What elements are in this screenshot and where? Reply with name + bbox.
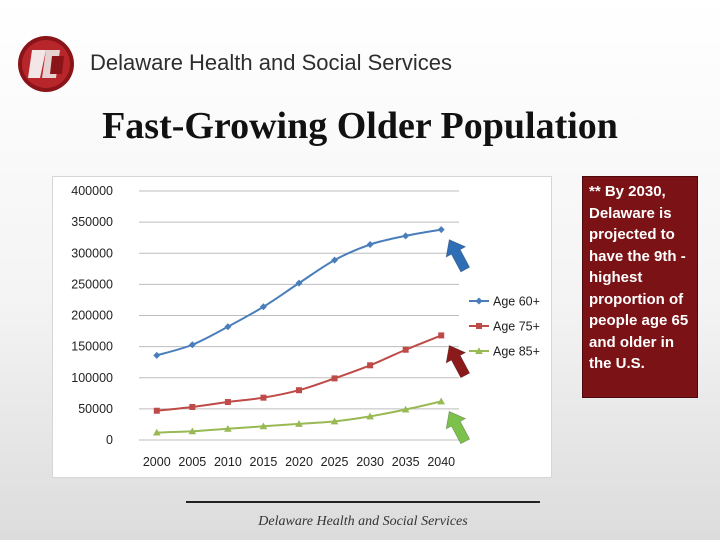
data-point: [475, 297, 483, 305]
data-point: [224, 323, 232, 331]
annotation-arrow: [445, 410, 471, 445]
footer-divider: [186, 501, 540, 503]
y-tick-label: 0: [106, 433, 113, 447]
x-tick-label: 2040: [427, 455, 455, 469]
y-tick-label: 100000: [71, 371, 113, 385]
legend-entry: Age 85+: [469, 345, 540, 359]
data-point: [401, 405, 410, 413]
data-point: [475, 347, 483, 354]
legend-entry: Age 60+: [469, 295, 540, 309]
chart-container: 0 50000 100000 150000 200000 250000 300000 3500…: [52, 176, 552, 478]
data-point: [366, 241, 374, 249]
data-point: [153, 351, 161, 359]
data-point: [296, 387, 302, 394]
x-tick-label: 2030: [356, 455, 384, 469]
data-point: [402, 346, 409, 353]
data-point: [188, 427, 197, 435]
data-point: [367, 362, 374, 369]
footer-text: Delaware Health and Social Services: [258, 514, 468, 529]
data-point: [224, 399, 231, 406]
note-text: ** By 2030, Delaware is projected to hav…: [589, 183, 689, 372]
note-box: ** By 2030, Delaware is projected to hav…: [582, 176, 698, 398]
legend-label: Age 85+: [493, 345, 540, 359]
data-point: [476, 323, 482, 329]
data-point: [189, 404, 196, 411]
x-tick-label: 2010: [214, 455, 242, 469]
data-point: [402, 232, 410, 240]
x-tick-label: 2035: [392, 455, 420, 469]
data-point: [153, 407, 160, 414]
data-point: [152, 428, 161, 436]
line-chart: 0 50000 100000 150000 200000 250000 300000 3500…: [71, 184, 540, 469]
data-point: [437, 226, 445, 234]
data-point: [224, 424, 232, 432]
slide-title: Fast-Growing Older Population: [102, 105, 618, 147]
x-tick-label: 2020: [285, 455, 313, 469]
legend-label: Age 75+: [493, 320, 540, 334]
y-tick-label: 250000: [71, 277, 113, 291]
data-point: [259, 422, 268, 430]
data-point: [438, 332, 445, 339]
y-tick-label: 200000: [71, 309, 113, 323]
data-point: [260, 394, 267, 401]
annotation-arrow: [445, 344, 471, 379]
y-tick-label: 300000: [71, 246, 113, 260]
org-name: Delaware Health and Social Services: [90, 50, 452, 75]
data-point: [437, 397, 446, 405]
series-line: [156, 228, 442, 357]
x-tick-label: 2005: [178, 455, 206, 469]
data-point: [330, 417, 339, 425]
data-point: [295, 420, 303, 427]
x-tick-label: 2000: [143, 455, 171, 469]
x-tick-label: 2025: [321, 455, 349, 469]
data-point: [295, 279, 303, 287]
data-point: [259, 303, 267, 311]
annotation-arrow: [445, 239, 471, 273]
data-point: [188, 341, 196, 349]
data-point: [331, 375, 338, 382]
y-tick-label: 350000: [71, 215, 113, 229]
data-point: [331, 256, 339, 264]
y-tick-label: 400000: [71, 184, 113, 198]
data-point: [366, 412, 374, 420]
y-tick-label: 50000: [78, 402, 113, 416]
y-tick-label: 150000: [71, 340, 113, 354]
legend-entry: Age 75+: [469, 320, 540, 334]
legend-label: Age 60+: [493, 295, 540, 309]
dhss-logo-icon: [18, 36, 74, 92]
x-tick-label: 2015: [250, 455, 278, 469]
